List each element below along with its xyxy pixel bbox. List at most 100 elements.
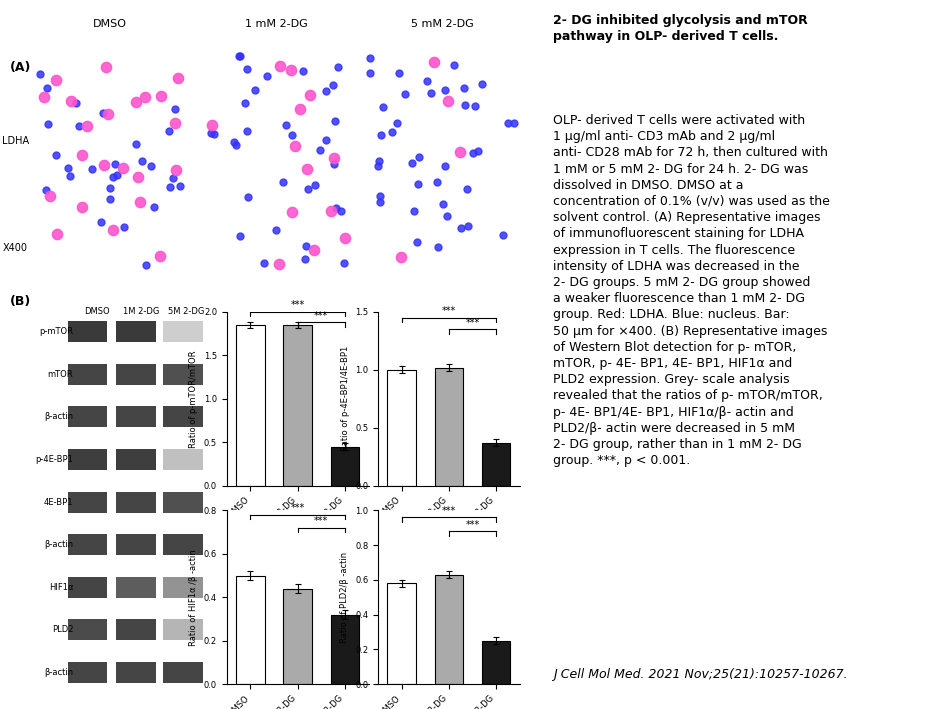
Point: [110, 169, 125, 181]
Point: [437, 160, 452, 172]
Point: [102, 193, 117, 204]
Y-axis label: Ratio of PLD2/β -actin: Ratio of PLD2/β -actin: [340, 552, 349, 643]
Point: [239, 125, 254, 136]
Point: [295, 65, 310, 77]
Point: [71, 121, 86, 132]
Y-axis label: Ratio of p-mTOR/mTOR: Ratio of p-mTOR/mTOR: [189, 350, 198, 447]
Text: ***: ***: [290, 503, 305, 513]
FancyBboxPatch shape: [162, 491, 202, 513]
FancyBboxPatch shape: [68, 321, 108, 342]
Point: [260, 71, 275, 82]
FancyBboxPatch shape: [68, 364, 108, 385]
FancyBboxPatch shape: [116, 534, 156, 555]
Point: [228, 140, 244, 151]
Point: [40, 83, 55, 94]
Point: [139, 259, 154, 270]
Point: [410, 237, 425, 248]
Point: [117, 221, 132, 233]
Point: [170, 72, 185, 84]
Text: LDHA: LDHA: [2, 136, 28, 146]
Point: [456, 82, 471, 94]
Point: [326, 79, 341, 91]
Bar: [387, 584, 415, 684]
Point: [371, 156, 386, 167]
Point: [48, 74, 63, 86]
Text: (B): (B): [9, 295, 30, 308]
Point: [299, 164, 314, 175]
Point: [439, 211, 454, 222]
Point: [419, 75, 434, 86]
Point: [241, 191, 256, 203]
Text: (A): (A): [9, 61, 31, 74]
Point: [247, 84, 262, 96]
Point: [232, 51, 247, 62]
Point: [115, 162, 130, 174]
Point: [306, 244, 321, 255]
FancyBboxPatch shape: [116, 619, 156, 640]
Point: [49, 228, 64, 240]
Point: [48, 149, 63, 160]
Point: [62, 170, 77, 182]
Point: [39, 185, 54, 196]
Bar: [236, 576, 264, 684]
Point: [85, 164, 100, 175]
Point: [499, 117, 514, 128]
Point: [457, 99, 472, 111]
Point: [375, 101, 390, 113]
Point: [204, 127, 219, 138]
Point: [108, 159, 123, 170]
Text: HIF1α: HIF1α: [49, 583, 73, 592]
Text: J Cell Mol Med. 2021 Nov;25(21):10257-10267.: J Cell Mol Med. 2021 Nov;25(21):10257-10…: [552, 669, 847, 681]
Point: [128, 138, 143, 150]
Text: 1 mM 2-DG: 1 mM 2-DG: [244, 18, 307, 28]
Bar: [236, 325, 264, 486]
FancyBboxPatch shape: [162, 576, 202, 598]
FancyBboxPatch shape: [116, 449, 156, 470]
Text: p-4E-BP1: p-4E-BP1: [35, 455, 73, 464]
Point: [406, 206, 421, 217]
Point: [172, 181, 187, 192]
Text: DMSO: DMSO: [84, 307, 110, 316]
Point: [437, 84, 452, 96]
Point: [373, 130, 388, 141]
Point: [100, 108, 115, 119]
Text: p-mTOR: p-mTOR: [40, 327, 73, 336]
Point: [102, 182, 117, 194]
Text: X400: X400: [3, 243, 27, 253]
Point: [161, 125, 177, 137]
Point: [272, 258, 287, 269]
Point: [328, 115, 343, 126]
Point: [440, 96, 455, 107]
Point: [318, 86, 333, 97]
Point: [372, 191, 387, 202]
Point: [323, 206, 338, 217]
Point: [226, 136, 241, 147]
Point: [283, 65, 298, 76]
Point: [426, 57, 441, 68]
FancyBboxPatch shape: [116, 662, 156, 683]
Point: [384, 126, 399, 138]
Text: ***: ***: [441, 506, 456, 515]
Point: [337, 232, 352, 243]
FancyBboxPatch shape: [68, 619, 108, 640]
Text: 5M 2-DG: 5M 2-DG: [168, 307, 204, 316]
Text: β-actin: β-actin: [44, 668, 73, 677]
Y-axis label: Ratio of HIF1α /β -actin: Ratio of HIF1α /β -actin: [189, 549, 198, 646]
FancyBboxPatch shape: [68, 491, 108, 513]
Point: [284, 206, 299, 218]
Bar: [330, 615, 359, 684]
Point: [239, 64, 254, 75]
Text: ***: ***: [290, 300, 305, 311]
Point: [467, 101, 482, 112]
Point: [430, 176, 445, 187]
Point: [396, 88, 412, 99]
FancyBboxPatch shape: [116, 406, 156, 428]
Point: [268, 224, 283, 235]
Point: [143, 161, 158, 172]
Bar: [387, 370, 415, 486]
Text: PLD2: PLD2: [52, 625, 73, 635]
Point: [63, 95, 78, 106]
Text: ***: ***: [464, 520, 480, 530]
Point: [452, 146, 467, 157]
Point: [312, 145, 328, 156]
